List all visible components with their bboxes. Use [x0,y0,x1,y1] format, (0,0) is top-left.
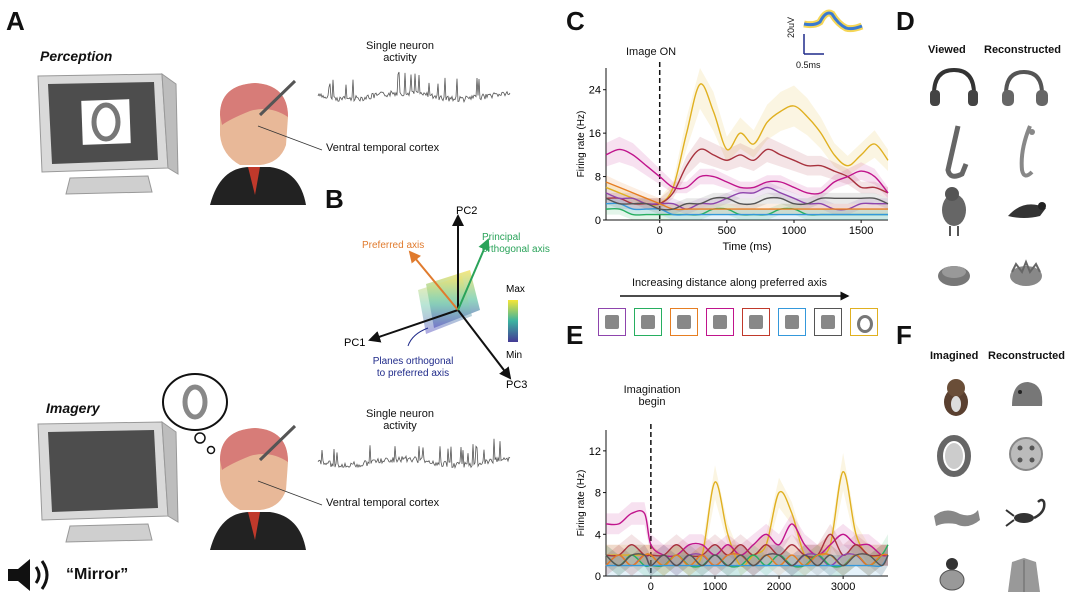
saxophone-icon [948,126,966,176]
headphones-icon [930,70,978,106]
stimulus-box-laptop [742,308,770,336]
panel-letter-c: C [566,6,585,37]
x-tick-label: 0 [648,581,654,593]
panel-f-images [920,366,1070,602]
principal-orthogonal-label: Principal orthogonal axis [482,232,550,256]
laptop-icon [749,315,763,329]
reconstructed-header-f: Reconstructed [988,350,1065,362]
planes-orthogonal-label: Planes orthogonal to preferred axis [358,356,468,380]
bell-icon [713,315,727,329]
x-tick-label: 1500 [849,225,873,237]
bird-icon [942,187,966,236]
mirror-icon [857,315,873,333]
spike-trace-bottom [316,432,512,482]
reconstructed-header-d: Reconstructed [984,44,1061,56]
imagery-title: Imagery [46,400,100,416]
food-icon [938,266,970,286]
neuron-activity-label-top: Single neuron activity [330,40,470,64]
panel-d-images [920,60,1070,300]
x-tick-label: 1000 [782,225,806,237]
magnet-icon [785,315,799,329]
y-tick-label: 8 [595,172,601,184]
food-reconstructed-icon [1010,262,1042,286]
y-tick-label: 4 [595,529,601,541]
pc3-label: PC3 [506,379,527,390]
stimulus-box-flag [670,308,698,336]
dog-icon [944,379,968,416]
scorpion-icon [605,315,619,329]
panel-letter-f: F [896,320,912,351]
chart-perception: 0 8 16 24 0 500 1000 1500 Firing rate (Hz) Time (… [568,40,898,264]
monitor-perception [30,70,180,198]
pc2-label: PC2 [456,205,477,217]
cortex-label-bottom: Ventral temporal cortex [326,497,439,509]
cortex-label-top: Ventral temporal cortex [326,142,439,154]
y-tick-label: 12 [589,446,601,458]
arm-icon [641,315,655,329]
scale-uv-label: 20uV [786,17,796,38]
perception-title: Perception [40,48,112,64]
colorbar [508,300,518,342]
arm-icon [934,510,980,526]
stimulus-box-badge [814,308,842,336]
bird-reconstructed-icon [1008,202,1046,218]
distance-label: Increasing distance along preferred axis [632,277,827,289]
button-reconstructed-icon [1010,438,1042,470]
saxophone-reconstructed-icon [1022,126,1035,176]
spike-trace-top [316,66,512,116]
spoken-word: “Mirror” [66,566,128,584]
y-tick-label: 0 [595,571,601,583]
stimulus-box-scorpion [598,308,626,336]
x-tick-label: 3000 [831,581,855,593]
y-axis-label: Firing rate (Hz) [576,111,587,178]
x-tick-label: 2000 [767,581,791,593]
preferred-axis-label: Preferred axis [362,240,424,251]
mirror-icon [940,438,968,474]
y-axis-label: Firing rate (Hz) [576,470,587,537]
waveform-inset [790,4,870,58]
imagination-begin-label: Imagination begin [610,384,694,408]
badge-icon [821,315,835,329]
y-tick-label: 24 [589,85,601,97]
headphones-reconstructed-icon [1002,72,1048,106]
jacket-reconstructed-icon [1008,558,1040,592]
stimulus-box-mirror [850,308,878,336]
speaker-icon [6,555,60,595]
stimulus-box-magnet [778,308,806,336]
neuron-activity-label-bottom: Single neuron activity [330,408,470,432]
drummer-icon [940,558,964,590]
panel-letter-a: A [6,6,25,37]
y-tick-label: 0 [595,215,601,227]
stimulus-row [598,308,888,338]
viewed-header: Viewed [928,44,966,56]
y-tick-label: 16 [589,128,601,140]
x-tick-label: 1000 [703,581,727,593]
stimulus-box-bell [706,308,734,336]
image-on-label: Image ON [626,46,676,58]
scale-ms-label: 0.5ms [796,60,821,70]
x-tick-label: 500 [718,225,736,237]
x-tick-label: 0 [657,225,663,237]
colorbar-max-label: Max [506,284,525,295]
flag-icon [677,315,691,329]
scorpion-reconstructed-icon [1006,500,1044,526]
dog-reconstructed-icon [1012,382,1042,406]
x-axis-label: Time (ms) [722,241,771,253]
y-tick-label: 8 [595,488,601,500]
panel-letter-d: D [896,6,915,37]
stimulus-box-arm [634,308,662,336]
imagined-header: Imagined [930,350,978,362]
chart-imagery: 0 4 8 12 0 1000 2000 3000 Firing rate (Hz) [568,406,898,602]
colorbar-min-label: Min [506,350,522,361]
pc1-label: PC1 [344,337,365,349]
